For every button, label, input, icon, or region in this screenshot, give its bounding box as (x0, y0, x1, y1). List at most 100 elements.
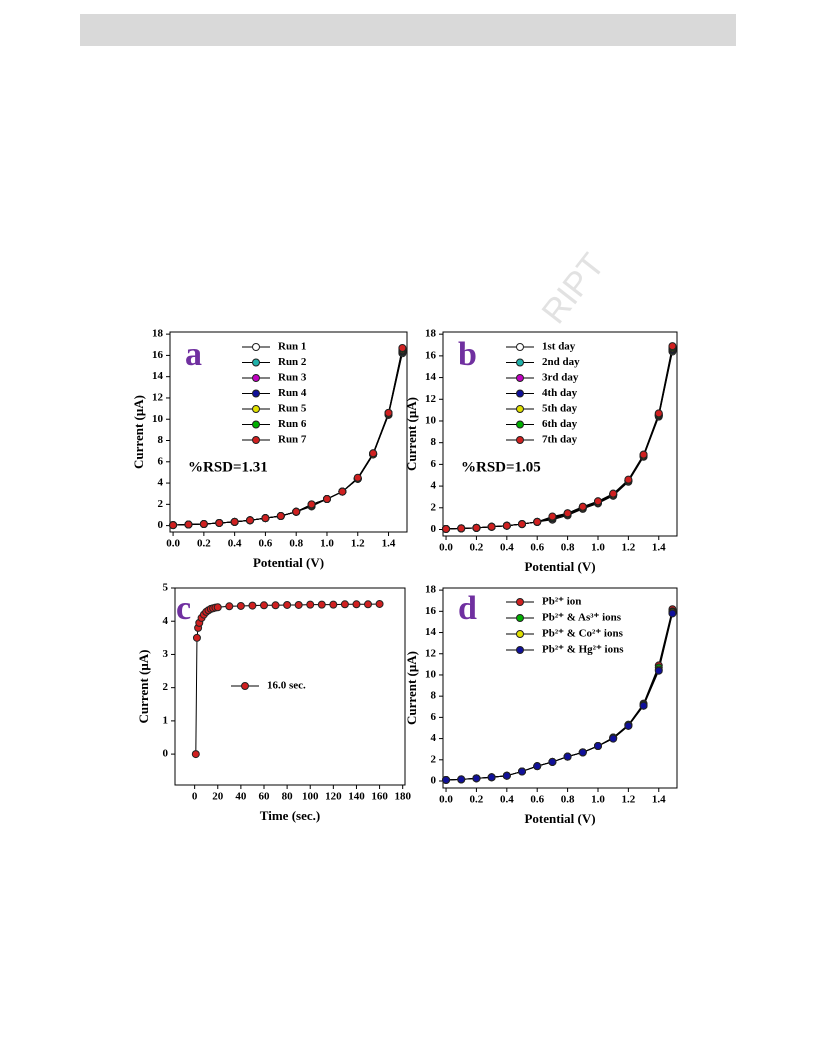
y-axis-label: Current (μA) (131, 395, 146, 469)
data-point (225, 602, 234, 611)
x-tick-label: 0.8 (561, 542, 575, 554)
data-point (487, 522, 496, 531)
legend-marker (252, 389, 260, 398)
y-tick-label: 12 (425, 393, 437, 405)
legend-label: 7th day (542, 434, 578, 446)
legend-label: Run 3 (278, 372, 307, 384)
y-tick-label: 8 (158, 434, 164, 446)
data-point (668, 609, 677, 618)
data-point (215, 518, 224, 527)
data-point (307, 500, 316, 509)
y-tick-label: 5 (163, 582, 169, 594)
data-point (668, 342, 677, 351)
x-tick-label: 0.6 (259, 538, 273, 550)
data-point (472, 523, 481, 532)
data-point (192, 633, 201, 642)
y-tick-label: 10 (425, 415, 437, 427)
legend-marker (516, 420, 524, 429)
x-tick-label: 0.4 (228, 538, 242, 550)
legend-label: Run 4 (278, 387, 307, 399)
legend-label: Pb²⁺ ion (542, 596, 581, 608)
x-tick-label: 0.6 (530, 542, 544, 554)
plot-frame (174, 587, 406, 786)
data-point (518, 767, 527, 776)
legend-label: 16.0 sec. (267, 680, 306, 692)
data-point (276, 512, 285, 521)
data-point (502, 521, 511, 530)
x-tick-label: 0.4 (500, 542, 514, 554)
x-tick-label: 0.2 (197, 538, 211, 550)
x-tick-label: 100 (302, 791, 319, 803)
plot-frame (169, 331, 408, 533)
x-tick-label: 0.2 (470, 794, 484, 806)
x-tick-label: 180 (394, 791, 411, 803)
legend-marker (252, 358, 260, 367)
series-line (446, 346, 673, 530)
y-tick-label: 1 (163, 714, 169, 726)
legend-label: Pb²⁺ & Co²⁺ ions (542, 628, 624, 640)
data-point (442, 775, 451, 784)
x-tick-label: 1.0 (320, 538, 334, 550)
data-point (442, 524, 451, 533)
y-axis-label: Current (μA) (136, 650, 151, 724)
data-point (364, 600, 373, 609)
data-point (639, 450, 648, 459)
y-tick-label: 0 (431, 523, 437, 535)
data-point (317, 600, 326, 609)
y-axis-label: Current (μA) (404, 397, 419, 471)
x-tick-label: 120 (325, 791, 342, 803)
x-axis-label: Potential (V) (253, 555, 324, 570)
data-point (654, 409, 663, 418)
legend-marker (516, 343, 524, 351)
data-point (457, 524, 466, 533)
y-tick-label: 14 (152, 370, 164, 382)
data-point (609, 489, 618, 498)
y-tick-label: 4 (158, 477, 164, 489)
panel-label: d (458, 590, 477, 627)
legend-marker (516, 389, 524, 398)
legend-label: 2nd day (542, 356, 580, 368)
data-point (548, 757, 557, 766)
y-tick-label: 3 (163, 648, 169, 660)
panel-label: c (176, 590, 191, 627)
data-point (563, 752, 572, 761)
panel-label: a (185, 336, 202, 373)
data-point (199, 520, 208, 529)
annotation: %RSD=1.31 (188, 459, 268, 475)
legend-label: Run 1 (278, 341, 306, 353)
data-point (248, 601, 257, 610)
y-tick-label: 0 (158, 519, 164, 531)
y-tick-label: 2 (431, 501, 437, 513)
x-tick-label: 1.2 (622, 794, 636, 806)
legend-label: Run 6 (278, 418, 307, 430)
y-tick-label: 8 (431, 436, 437, 448)
data-point (563, 509, 572, 518)
y-tick-label: 0 (163, 748, 169, 760)
plot-frame (442, 587, 678, 789)
x-tick-label: 1.4 (652, 542, 666, 554)
legend-marker (516, 436, 524, 444)
data-point (487, 773, 496, 782)
data-point (259, 601, 268, 610)
data-point (236, 601, 245, 610)
legend-marker (516, 405, 524, 413)
legend-label: Run 5 (278, 403, 307, 415)
x-tick-label: 0 (192, 791, 198, 803)
x-tick-label: 160 (371, 791, 388, 803)
data-point (340, 600, 349, 609)
data-point (502, 771, 511, 780)
x-tick-label: 1.0 (591, 794, 605, 806)
y-tick-label: 8 (431, 690, 437, 702)
data-point (578, 748, 587, 757)
y-tick-label: 0 (431, 775, 437, 787)
data-point (609, 734, 618, 743)
legend-label: 1st day (542, 341, 576, 353)
y-tick-label: 6 (158, 455, 164, 467)
data-point (654, 666, 663, 675)
data-point (261, 514, 270, 523)
data-point (191, 750, 200, 759)
x-tick-label: 0.6 (530, 794, 544, 806)
legend-marker (252, 343, 260, 351)
y-tick-label: 16 (425, 605, 437, 617)
x-tick-label: 1.0 (591, 542, 605, 554)
